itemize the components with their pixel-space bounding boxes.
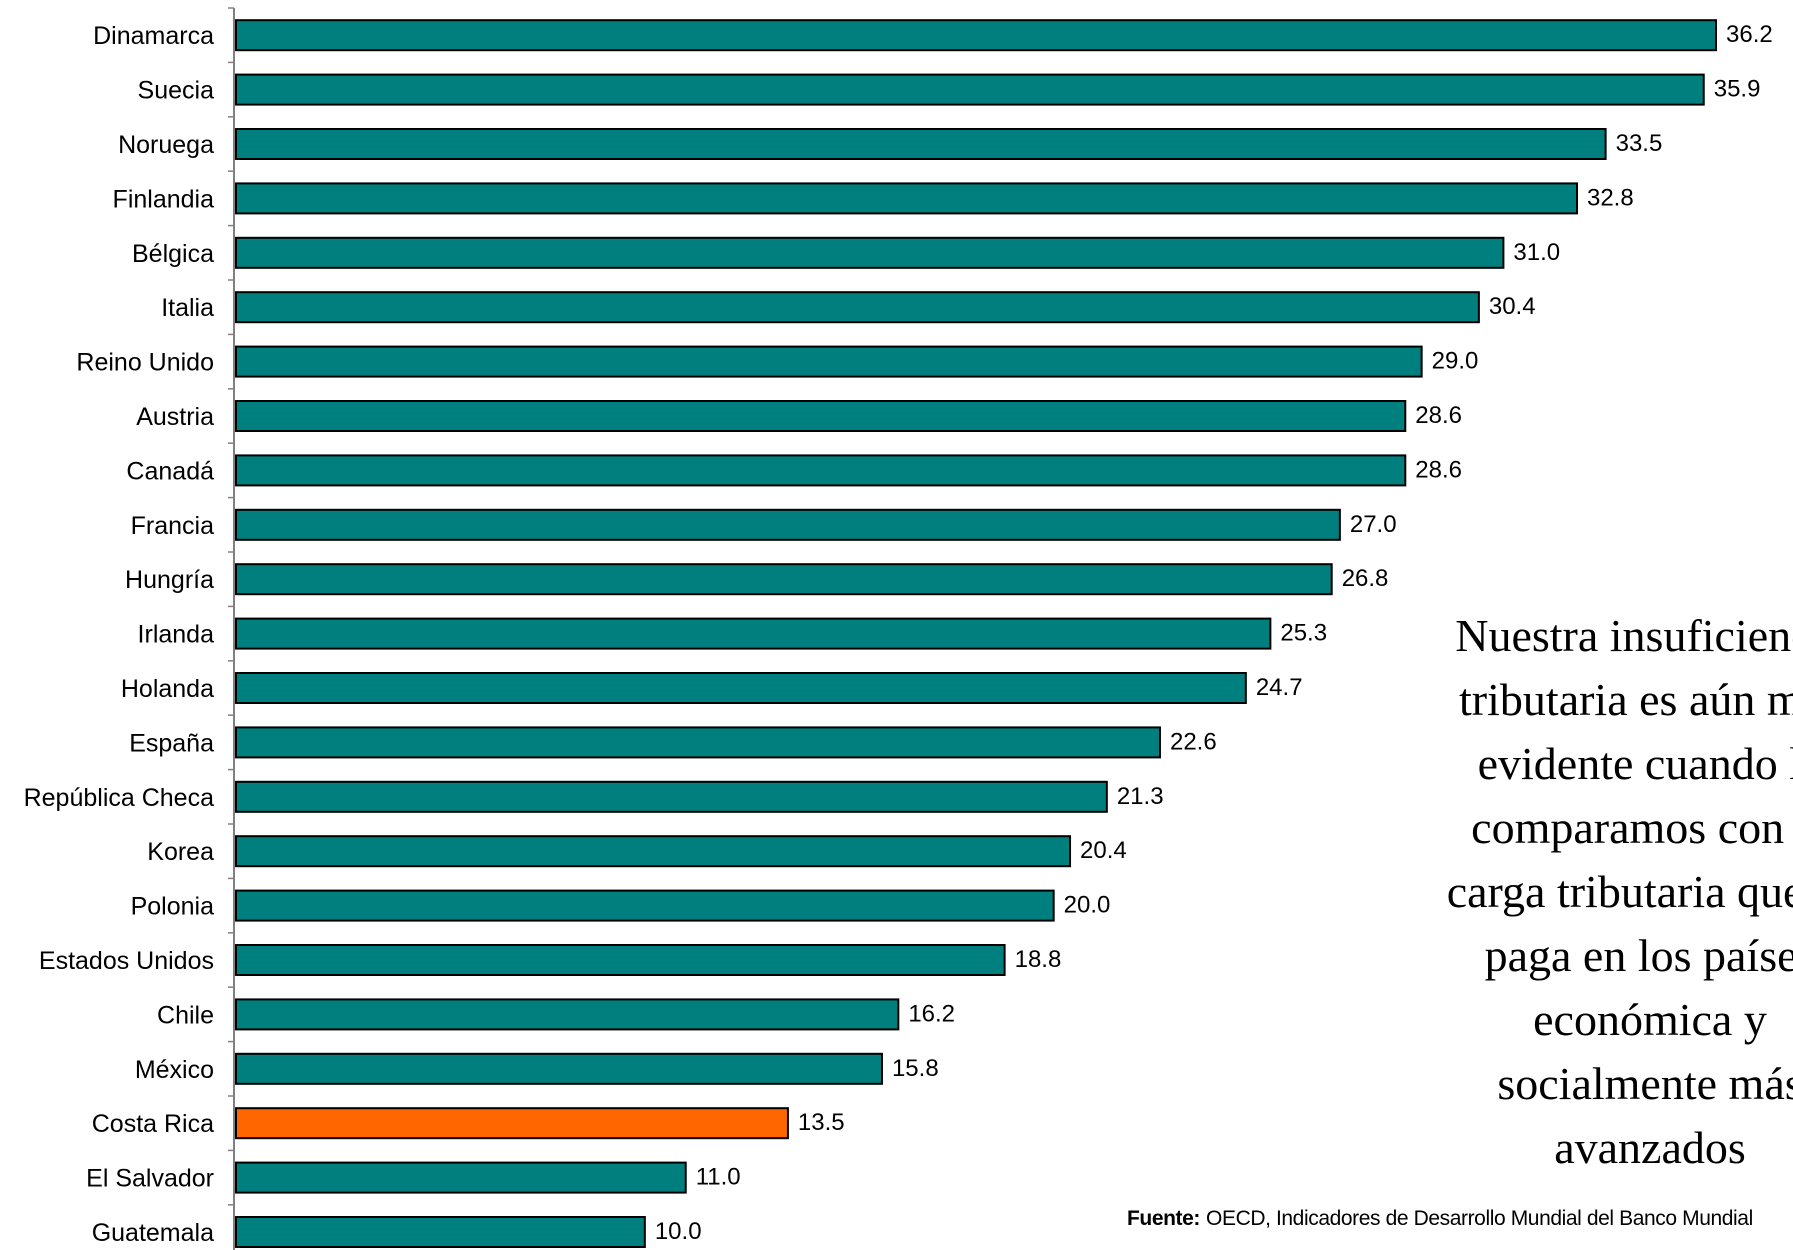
category-label: México [135, 1056, 214, 1084]
value-label: 32.8 [1587, 184, 1634, 211]
bar [235, 1107, 789, 1140]
bar [235, 563, 1333, 596]
value-label: 36.2 [1726, 21, 1773, 48]
bar [235, 944, 1006, 976]
category-label: Hungría [125, 566, 214, 594]
bar [235, 182, 1578, 215]
bar [235, 780, 1108, 813]
value-label: 27.0 [1350, 511, 1397, 538]
category-label: España [129, 729, 214, 757]
category-label: Canadá [126, 457, 214, 485]
value-label: 25.3 [1280, 620, 1327, 647]
bar [235, 345, 1423, 378]
category-label: Finlandia [113, 185, 215, 213]
category-label: Dinamarca [93, 22, 214, 50]
category-label: Suecia [138, 77, 215, 105]
bar [235, 998, 900, 1031]
bars-group [235, 19, 1717, 1248]
value-label: 11.0 [696, 1164, 741, 1191]
bar [235, 73, 1705, 106]
bar [235, 889, 1055, 922]
bar [235, 672, 1247, 704]
category-label: República Checa [24, 784, 214, 812]
source-label: Fuente: [1127, 1207, 1201, 1230]
category-label: Italia [161, 294, 214, 322]
category-label: Bélgica [132, 240, 214, 268]
category-label: Korea [147, 838, 214, 866]
category-label: Reino Unido [76, 349, 214, 377]
value-label: 33.5 [1616, 130, 1663, 157]
category-label: El Salvador [86, 1165, 214, 1193]
value-label: 29.0 [1432, 348, 1479, 375]
category-label: Estados Unidos [39, 947, 214, 975]
value-label: 24.7 [1256, 674, 1303, 701]
annotation-text: Nuestra insuficiencia tributaria es aún … [1446, 610, 1793, 1173]
value-labels: 36.2 35.9 33.5 32.8 31.0 30.4 29.0 28.6 28.6 27.0… [655, 21, 1773, 1245]
value-label: 31.0 [1513, 239, 1560, 266]
category-label: Guatemala [92, 1219, 214, 1247]
value-label: 10.0 [655, 1218, 702, 1245]
value-label: 21.3 [1117, 783, 1164, 810]
value-label: 26.8 [1342, 565, 1389, 592]
bar [235, 835, 1072, 868]
category-label: Francia [131, 512, 214, 540]
bar [235, 128, 1607, 160]
value-label: 20.4 [1080, 837, 1127, 864]
value-label: 20.0 [1064, 892, 1111, 919]
bar [235, 508, 1341, 541]
bar [235, 400, 1407, 432]
value-label: 22.6 [1170, 728, 1217, 755]
bar [235, 726, 1161, 759]
category-label: Chile [157, 1001, 214, 1029]
category-label: Austria [136, 403, 214, 431]
bar [235, 1052, 883, 1085]
category-label: Noruega [118, 131, 214, 159]
value-label: 35.9 [1714, 76, 1761, 103]
category-label: Holanda [121, 675, 214, 703]
source-note: Fuente: OECD, Indicadores de Desarrollo M… [1127, 1207, 1753, 1231]
bar [235, 291, 1480, 324]
bar [235, 454, 1407, 487]
y-axis-ticks [228, 7, 234, 1206]
value-label: 30.4 [1489, 293, 1536, 320]
value-label: 16.2 [908, 1000, 955, 1027]
category-label: Irlanda [138, 621, 215, 649]
value-label: 28.6 [1415, 402, 1462, 429]
bar [235, 19, 1717, 52]
source-text: OECD, Indicadores de Desarrollo Mundial … [1206, 1207, 1753, 1230]
bar [235, 1161, 687, 1194]
category-labels: Dinamarca Suecia Noruega Finlandia Bélgica It… [24, 22, 215, 1247]
value-label: 28.6 [1415, 456, 1462, 483]
bar [235, 617, 1272, 650]
bar [235, 1216, 646, 1248]
category-label: Costa Rica [92, 1110, 214, 1138]
bar [235, 236, 1505, 269]
value-label: 18.8 [1015, 946, 1062, 973]
value-label: 13.5 [798, 1109, 845, 1136]
value-label: 15.8 [892, 1055, 939, 1082]
category-label: Polonia [131, 893, 214, 921]
